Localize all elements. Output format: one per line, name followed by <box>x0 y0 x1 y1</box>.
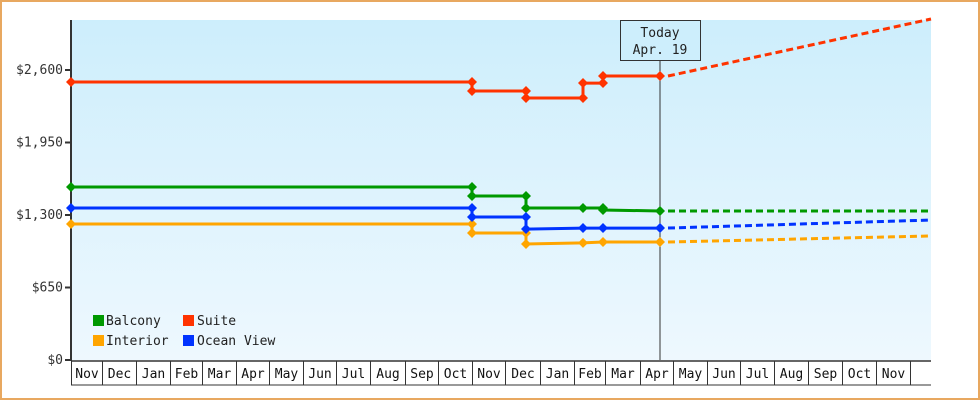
data-point[interactable] <box>66 77 76 88</box>
y-axis-ticks: $0 $650 $1,300 $1,950 $2,600 <box>16 63 71 368</box>
data-point[interactable] <box>467 85 477 96</box>
month-label: Aug <box>376 367 399 382</box>
month-label: May <box>275 367 299 382</box>
legend-swatch-ocean-view <box>183 335 194 346</box>
series-lines <box>66 17 932 249</box>
y-tick-label: $1,950 <box>16 136 63 151</box>
legend-swatch-interior <box>93 335 104 346</box>
month-label: Nov <box>477 367 501 382</box>
legend-swatch-suite <box>183 315 194 326</box>
y-tick-label: $1,300 <box>16 208 63 223</box>
month-label: Nov <box>75 367 99 382</box>
month-label: Mar <box>611 367 635 382</box>
series-ocean-view <box>66 202 932 235</box>
data-point[interactable] <box>521 239 531 249</box>
data-point[interactable] <box>598 204 608 215</box>
legend-label-balcony: Balcony <box>106 314 161 329</box>
month-label: Oct <box>848 367 871 382</box>
data-point[interactable] <box>655 236 665 247</box>
data-point[interactable] <box>655 71 665 82</box>
data-point[interactable] <box>66 202 76 213</box>
y-tick-label: $650 <box>32 281 63 296</box>
data-point[interactable] <box>655 205 665 216</box>
data-point[interactable] <box>467 191 477 202</box>
data-point[interactable] <box>467 202 477 213</box>
legend-swatch-balcony <box>93 315 104 326</box>
month-label: Aug <box>780 367 803 382</box>
today-marker-box <box>620 20 701 61</box>
month-label: Jun <box>308 367 331 382</box>
today-date: Apr. 19 <box>633 43 688 58</box>
month-label: Apr <box>241 367 265 382</box>
series-balcony <box>66 182 931 216</box>
data-point[interactable] <box>578 223 588 234</box>
data-point[interactable] <box>66 219 76 230</box>
month-label: Jul <box>342 367 365 382</box>
month-label: Jul <box>746 367 769 382</box>
data-point[interactable] <box>578 202 588 213</box>
data-point[interactable] <box>467 77 477 88</box>
data-point[interactable] <box>521 85 531 96</box>
month-label: Apr <box>645 367 669 382</box>
month-label: Dec <box>511 367 534 382</box>
legend: Balcony Suite Interior Ocean View <box>93 314 275 349</box>
legend-label-interior: Interior <box>106 334 169 349</box>
y-tick-label: $0 <box>47 353 63 368</box>
data-point[interactable] <box>598 236 608 247</box>
month-label: May <box>679 367 703 382</box>
data-point[interactable] <box>598 71 608 82</box>
data-point[interactable] <box>521 224 531 235</box>
month-label: Nov <box>882 367 906 382</box>
month-label: Dec <box>108 367 131 382</box>
data-point[interactable] <box>578 78 588 89</box>
month-label: Sep <box>814 367 838 382</box>
data-point[interactable] <box>578 237 588 248</box>
month-label: Jun <box>712 367 735 382</box>
data-point[interactable] <box>578 92 588 103</box>
data-point[interactable] <box>467 182 477 193</box>
month-label: Oct <box>444 367 467 382</box>
data-point[interactable] <box>521 191 531 202</box>
series-interior <box>66 219 932 249</box>
y-tick-label: $2,600 <box>16 63 63 78</box>
plot-area <box>71 20 931 360</box>
series-suite <box>66 17 932 103</box>
month-label: Feb <box>175 367 199 382</box>
data-point[interactable] <box>655 223 665 234</box>
legend-label-ocean-view: Ocean View <box>197 334 275 349</box>
month-label: Mar <box>208 367 232 382</box>
data-point[interactable] <box>521 212 531 223</box>
data-point[interactable] <box>598 223 608 234</box>
data-point[interactable] <box>467 219 477 230</box>
data-point[interactable] <box>598 78 608 89</box>
data-point[interactable] <box>521 202 531 213</box>
data-point[interactable] <box>521 92 531 103</box>
x-axis-months: Nov Dec Jan Feb Mar Apr May Jun Jul Aug Sep Oct Nov D… <box>71 360 931 386</box>
month-label: Jan <box>142 367 165 382</box>
today-label: Today <box>640 26 679 41</box>
data-point[interactable] <box>66 182 76 193</box>
data-point[interactable] <box>467 212 477 223</box>
data-point[interactable] <box>467 227 477 238</box>
month-label: Feb <box>578 367 602 382</box>
month-label: Sep <box>410 367 434 382</box>
month-label: Jan <box>546 367 569 382</box>
legend-label-suite: Suite <box>197 314 236 329</box>
